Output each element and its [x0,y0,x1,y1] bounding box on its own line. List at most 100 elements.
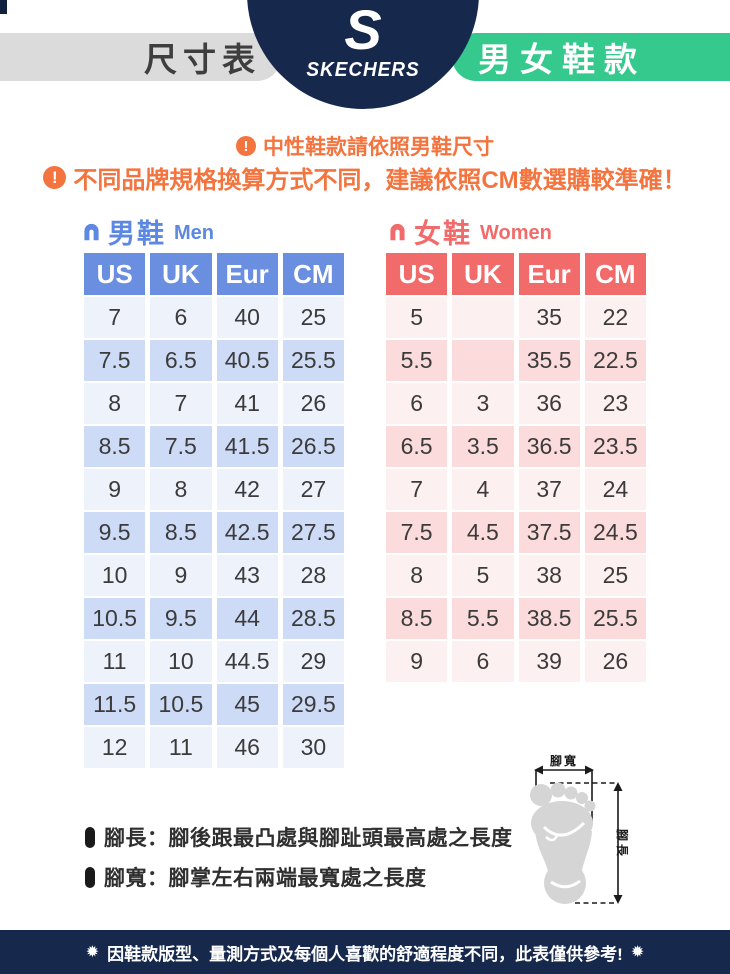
legend-foot-length: 腳長：腳後跟最凸處與腳趾頭最高處之長度 [85,822,513,852]
size-cell: 10 [84,555,146,596]
size-cell: 39 [518,641,580,682]
alert-icon: ! [236,136,256,156]
size-cell: 9 [84,469,146,510]
size-cell: 9 [386,641,448,682]
corner-mark [0,0,7,14]
foot-width-label: 腳寬 [549,754,578,768]
size-cell: 44 [216,598,278,639]
table-row: 9.5 8.5 42.5 27.5 [84,512,344,553]
table-row: 7.5 6.5 40.5 25.5 [84,340,344,381]
size-cell: 27 [282,469,344,510]
size-cell: 25 [282,297,344,338]
size-cell: 11.5 [84,684,146,725]
table-row: 5.5 35.5 22.5 [386,340,646,381]
size-cell: 38.5 [518,598,580,639]
size-cell: 6 [386,383,448,424]
size-cell: 24 [584,469,646,510]
table-row: 6 3 36 23 [386,383,646,424]
table-row: 11 10 44.5 29 [84,641,344,682]
size-cell: 37.5 [518,512,580,553]
size-cell: 30 [282,727,344,768]
women-title-en: Women [480,222,552,244]
size-cell: 8.5 [386,598,448,639]
size-cell: 23.5 [584,426,646,467]
size-cell: 3 [452,383,514,424]
header-row: US UK Eur CM [386,253,646,295]
women-title-zh: 女鞋 [414,218,472,249]
size-cell: 44.5 [216,641,278,682]
table-row: 7.5 4.5 37.5 24.5 [386,512,646,553]
size-cell: 42 [216,469,278,510]
size-cell: 8 [150,469,212,510]
size-cell: 8.5 [84,426,146,467]
table-row: 10 9 43 28 [84,555,344,596]
foot-silhouette [530,782,596,904]
brand-wordmark: SKECHERS [306,59,420,81]
size-cell: 45 [216,684,278,725]
size-cell: 37 [518,469,580,510]
size-cell: 46 [216,727,278,768]
men-title-zh: 男鞋 [108,218,166,249]
size-cell: 7.5 [386,512,448,553]
column-header: US [84,253,146,295]
size-cell: 36.5 [518,426,580,467]
size-cell [452,340,514,381]
size-chart-badge: 尺寸表 [0,33,281,81]
column-header: US [386,253,448,295]
size-cell: 12 [84,727,146,768]
notice-unisex-text: 中性鞋款請依照男鞋尺寸 [263,136,494,159]
table-row: 9 6 39 26 [386,641,646,682]
size-cell: 23 [584,383,646,424]
size-cell: 5 [452,555,514,596]
size-cell: 10 [150,641,212,682]
legend-foot-length-text: 腳長：腳後跟最凸處與腳趾頭最高處之長度 [104,827,513,850]
men-size-table: US UK Eur CM 7 6 40 25 7.5 6.5 40.5 25.5 8 7 41 26 8.5 7.… [79,251,349,770]
size-cell: 42.5 [216,512,278,553]
star-icon: ✹ [630,944,645,961]
size-cell: 8 [84,383,146,424]
notice-cm: ! 不同品牌規格換算方式不同，建議依照CM數選購較準確！ [0,160,730,195]
skechers-s-logo-icon: S [344,0,382,61]
notice-cm-text: 不同品牌規格換算方式不同，建議依照CM數選購較準確！ [73,167,687,194]
header-row: US UK Eur CM [84,253,344,295]
table-row: 8 7 41 26 [84,383,344,424]
size-cell: 27.5 [282,512,344,553]
star-icon: ✹ [85,944,100,961]
size-cell: 4.5 [452,512,514,553]
size-cell: 7 [386,469,448,510]
size-cell: 26 [584,641,646,682]
table-row: 11.5 10.5 45 29.5 [84,684,344,725]
table-row: 9 8 42 27 [84,469,344,510]
bullet-icon [85,826,95,848]
size-cell: 40.5 [216,340,278,381]
size-cell: 10.5 [84,598,146,639]
size-cell: 5.5 [386,340,448,381]
table-row: 5 35 22 [386,297,646,338]
table-row: 7 6 40 25 [84,297,344,338]
size-cell: 7.5 [84,340,146,381]
size-cell: 26 [282,383,344,424]
size-cell: 9.5 [150,598,212,639]
size-cell: 24.5 [584,512,646,553]
size-cell: 35.5 [518,340,580,381]
table-row: 10.5 9.5 44 28.5 [84,598,344,639]
size-cell: 8.5 [150,512,212,553]
table-row: 7 4 37 24 [386,469,646,510]
size-cell: 9.5 [84,512,146,553]
size-cell: 7.5 [150,426,212,467]
table-row: 12 11 46 30 [84,727,344,768]
size-cell: 26.5 [282,426,344,467]
size-cell: 28.5 [282,598,344,639]
size-cell: 3.5 [452,426,514,467]
size-cell: 40 [216,297,278,338]
column-header: CM [282,253,344,295]
size-cell: 11 [84,641,146,682]
size-cell: 7 [150,383,212,424]
alert-icon: ! [43,166,67,189]
size-cell: 6 [150,297,212,338]
person-icon [390,223,405,241]
size-cell: 22.5 [584,340,646,381]
column-header: UK [150,253,212,295]
disclaimer-bar: ✹ 因鞋款版型、量測方式及每個人喜歡的舒適程度不同，此表僅供參考! ✹ [0,930,730,974]
